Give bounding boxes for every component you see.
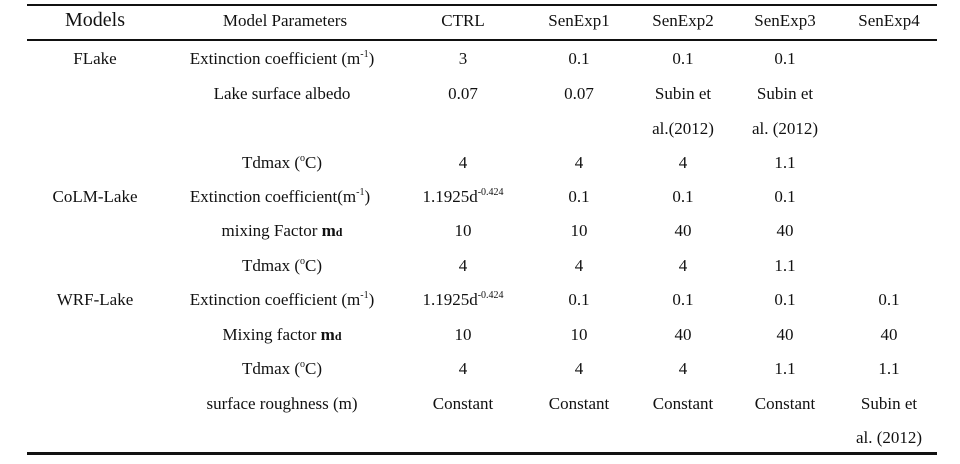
param-cell: Mixing factor md bbox=[222, 325, 342, 344]
senexp2-cell: 0.1 bbox=[672, 187, 694, 206]
senexp2-cell: al.(2012) bbox=[652, 119, 714, 138]
senexp1-cell: 10 bbox=[570, 221, 588, 240]
ctrl-cell: Constant bbox=[432, 394, 494, 413]
param-cell: Extinction coefficient (m-1) bbox=[189, 49, 375, 68]
senexp2-cell: Subin et bbox=[654, 84, 712, 103]
senexp3-cell: 1.1 bbox=[774, 359, 796, 378]
senexp2-cell: 0.1 bbox=[672, 290, 694, 309]
ctrl-cell: 0.07 bbox=[448, 84, 478, 103]
senexp1-cell: 0.1 bbox=[568, 187, 590, 206]
table-header-rule bbox=[27, 39, 937, 41]
senexp3-cell: 0.1 bbox=[774, 187, 796, 206]
param-cell: mixing Factor md bbox=[221, 221, 343, 240]
senexp3-cell: Constant bbox=[754, 394, 816, 413]
header-model-parameters: Model Parameters bbox=[222, 11, 348, 30]
senexp3-cell: 40 bbox=[776, 325, 794, 344]
param-cell: Lake surface albedo bbox=[213, 84, 351, 103]
header-senexp3: SenExp3 bbox=[754, 11, 816, 30]
senexp1-cell: 4 bbox=[574, 359, 584, 378]
ctrl-cell: 1.1925d-0.424 bbox=[422, 187, 504, 206]
param-cell: surface roughness (m) bbox=[206, 394, 358, 413]
senexp1-cell: 10 bbox=[570, 325, 588, 344]
senexp2-cell: 40 bbox=[674, 325, 692, 344]
ctrl-cell: 4 bbox=[458, 256, 468, 275]
param-cell: Tdmax (oC) bbox=[241, 256, 323, 275]
header-ctrl: CTRL bbox=[441, 11, 485, 30]
model-label-colm-lake: CoLM-Lake bbox=[52, 187, 138, 206]
model-label-wrf-lake: WRF-Lake bbox=[56, 290, 134, 309]
senexp4-cell: al. (2012) bbox=[855, 428, 923, 447]
header-senexp4: SenExp4 bbox=[858, 11, 920, 30]
header-models: Models bbox=[65, 9, 125, 31]
senexp3-cell: 0.1 bbox=[774, 290, 796, 309]
ctrl-cell: 3 bbox=[458, 49, 468, 68]
senexp3-cell: Subin et bbox=[756, 84, 814, 103]
senexp3-cell: al. (2012) bbox=[751, 119, 819, 138]
ctrl-cell: 10 bbox=[454, 221, 472, 240]
senexp2-cell: 4 bbox=[678, 256, 688, 275]
senexp2-cell: 0.1 bbox=[672, 49, 694, 68]
senexp1-cell: 0.1 bbox=[568, 49, 590, 68]
senexp3-cell: 1.1 bbox=[774, 153, 796, 172]
model-label-flake: FLake bbox=[73, 49, 117, 68]
senexp2-cell: Constant bbox=[652, 394, 714, 413]
senexp1-cell: 4 bbox=[574, 153, 584, 172]
header-senexp1: SenExp1 bbox=[548, 11, 610, 30]
ctrl-cell: 4 bbox=[458, 359, 468, 378]
senexp4-cell: 40 bbox=[880, 325, 898, 344]
table-top-rule bbox=[27, 4, 937, 6]
senexp2-cell: 40 bbox=[674, 221, 692, 240]
senexp4-cell: Subin et bbox=[860, 394, 918, 413]
senexp4-cell: 0.1 bbox=[878, 290, 900, 309]
senexp1-cell: 4 bbox=[574, 256, 584, 275]
senexp3-cell: 0.1 bbox=[774, 49, 796, 68]
senexp2-cell: 4 bbox=[678, 153, 688, 172]
senexp3-cell: 40 bbox=[776, 221, 794, 240]
senexp3-cell: 1.1 bbox=[774, 256, 796, 275]
table-bottom-rule bbox=[27, 452, 937, 455]
param-cell: Tdmax (oC) bbox=[241, 153, 323, 172]
senexp2-cell: 4 bbox=[678, 359, 688, 378]
ctrl-cell: 10 bbox=[454, 325, 472, 344]
senexp1-cell: 0.1 bbox=[568, 290, 590, 309]
param-cell: Extinction coefficient (m-1) bbox=[189, 290, 375, 309]
senexp1-cell: Constant bbox=[548, 394, 610, 413]
param-cell: Extinction coefficient(m-1) bbox=[189, 187, 371, 206]
senexp1-cell: 0.07 bbox=[564, 84, 594, 103]
ctrl-cell: 4 bbox=[458, 153, 468, 172]
senexp4-cell: 1.1 bbox=[878, 359, 900, 378]
param-cell: Tdmax (oC) bbox=[241, 359, 323, 378]
header-senexp2: SenExp2 bbox=[652, 11, 714, 30]
ctrl-cell: 1.1925d-0.424 bbox=[422, 290, 504, 309]
